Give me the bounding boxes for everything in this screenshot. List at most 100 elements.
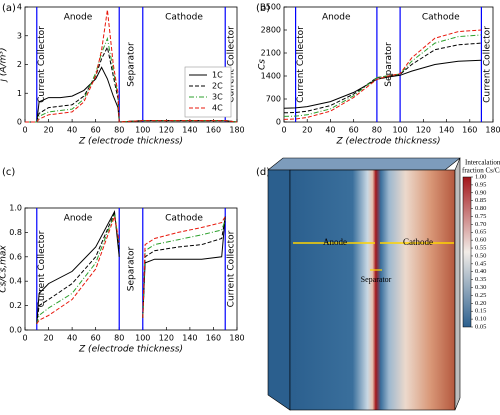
x-tick-label: 20 xyxy=(302,126,312,135)
region-label: Current Collector xyxy=(37,26,47,103)
x-tick-label: 0 xyxy=(22,126,27,135)
y-tick-label: 4 xyxy=(17,3,22,12)
panel-label: (d) xyxy=(256,167,270,178)
panel-label: (c) xyxy=(2,167,15,178)
x-tick-label: 20 xyxy=(43,334,53,343)
plot-frame xyxy=(24,207,238,331)
colorbar-tick-label: 0.65 xyxy=(475,229,486,236)
y-axis-label: j (A/m³) xyxy=(0,48,9,84)
y-tick-label: 0.2 xyxy=(9,301,22,310)
box-side xyxy=(267,169,291,411)
y-tick-label: 3 xyxy=(17,31,22,40)
series-line xyxy=(36,214,226,325)
colorbar-tick-label: 0.55 xyxy=(475,245,486,252)
colorbar-tick-label: 0.95 xyxy=(475,181,486,188)
annotation: Anode xyxy=(323,237,347,247)
y-tick-label: 0.8 xyxy=(9,228,22,237)
x-tick-label: 180 xyxy=(229,334,244,343)
x-tick-label: 120 xyxy=(159,334,174,343)
colorbar-tick-label: 0.70 xyxy=(475,221,486,228)
region-label: Anode xyxy=(64,214,93,224)
region-label: Current Collector xyxy=(227,230,237,307)
plot-frame xyxy=(283,6,494,123)
y-tick-label: 2100 xyxy=(261,49,281,58)
x-tick-label: 120 xyxy=(159,126,174,135)
region-label: Current Collector xyxy=(296,26,306,103)
y-tick-label: 2800 xyxy=(261,26,281,35)
region-label: Anode xyxy=(64,13,93,23)
x-tick-label: 140 xyxy=(439,126,454,135)
x-tick-label: 40 xyxy=(325,126,335,135)
colorbar-tick-label: 0.30 xyxy=(475,284,486,291)
x-tick-label: 100 xyxy=(135,334,150,343)
x-tick-label: 80 xyxy=(114,334,124,343)
region-label: Cathode xyxy=(422,13,460,23)
region-label: Current Collector xyxy=(37,230,47,307)
region-label: Current Collector xyxy=(227,26,237,103)
colorbar-tick-label: 0.10 xyxy=(475,316,486,323)
y-tick-label: 1 xyxy=(17,89,22,98)
region-label: Separator xyxy=(127,246,137,291)
x-tick-label: 60 xyxy=(349,126,359,135)
colorbar-tick-label: 0.20 xyxy=(475,300,486,307)
colorbar-tick-label: 0.80 xyxy=(475,205,486,212)
colorbar-title: Intercalation xyxy=(465,159,500,167)
y-tick-label: 1.0 xyxy=(9,204,22,213)
panel-label: (b) xyxy=(256,3,270,14)
series-line xyxy=(283,29,482,120)
annotation: Separator xyxy=(361,275,392,284)
series-line xyxy=(283,42,482,114)
y-tick-label: 0.0 xyxy=(9,326,22,335)
legend-label: 3C xyxy=(212,93,223,102)
region-label: Anode xyxy=(322,13,351,23)
series-line xyxy=(25,36,238,123)
x-tick-label: 160 xyxy=(206,126,221,135)
y-tick-label: 3500 xyxy=(261,3,281,12)
colorbar-tick-label: 0.40 xyxy=(475,268,486,275)
x-tick-label: 100 xyxy=(135,126,150,135)
box-right xyxy=(454,157,461,411)
x-tick-label: 0 xyxy=(281,126,286,135)
x-tick-label: 80 xyxy=(114,126,124,135)
x-tick-label: 100 xyxy=(392,126,407,135)
region-label: Cathode xyxy=(165,13,203,23)
y-tick-label: 1400 xyxy=(261,72,281,81)
region-label: Separator xyxy=(384,42,394,87)
colorbar-tick-label: 0.45 xyxy=(475,260,486,267)
x-tick-label: 20 xyxy=(43,126,53,135)
box-front xyxy=(289,169,456,411)
y-tick-label: 0 xyxy=(17,118,22,127)
colorbar-tick-label: 0.35 xyxy=(475,276,486,283)
x-tick-label: 120 xyxy=(416,126,431,135)
series-line xyxy=(25,9,238,123)
x-tick-label: 180 xyxy=(229,126,244,135)
x-tick-label: 0 xyxy=(22,334,27,343)
y-tick-label: 2 xyxy=(17,60,22,69)
y-tick-label: 0.4 xyxy=(9,277,22,286)
series-line xyxy=(283,34,482,117)
x-axis-label: Z (electrode thickness) xyxy=(336,137,441,147)
annotation: Cathode xyxy=(403,237,433,247)
region-label: Separator xyxy=(127,42,137,87)
x-tick-label: 180 xyxy=(485,126,500,135)
series-line xyxy=(283,59,482,109)
region-label: Cathode xyxy=(165,214,203,224)
colorbar-tick-label: 0.50 xyxy=(475,252,486,259)
colorbar xyxy=(462,176,472,328)
y-axis-label: Cs xyxy=(258,59,268,70)
x-axis-label: Z (electrode thickness) xyxy=(78,137,183,147)
y-tick-label: 0 xyxy=(276,118,281,127)
x-tick-label: 160 xyxy=(206,334,221,343)
x-tick-label: 140 xyxy=(182,126,197,135)
x-tick-label: 160 xyxy=(462,126,477,135)
box-top xyxy=(267,157,461,171)
x-tick-label: 140 xyxy=(182,334,197,343)
legend-label: 1C xyxy=(212,71,223,80)
x-tick-label: 40 xyxy=(67,126,77,135)
colorbar-tick-label: 0.15 xyxy=(475,308,486,315)
region-label: Current Collector xyxy=(483,26,493,103)
legend-label: 2C xyxy=(212,82,223,91)
colorbar-title: fraction Cs/Cs,max xyxy=(462,167,500,175)
y-axis-label: Cs/Cs,max xyxy=(0,245,9,293)
x-tick-label: 80 xyxy=(372,126,382,135)
